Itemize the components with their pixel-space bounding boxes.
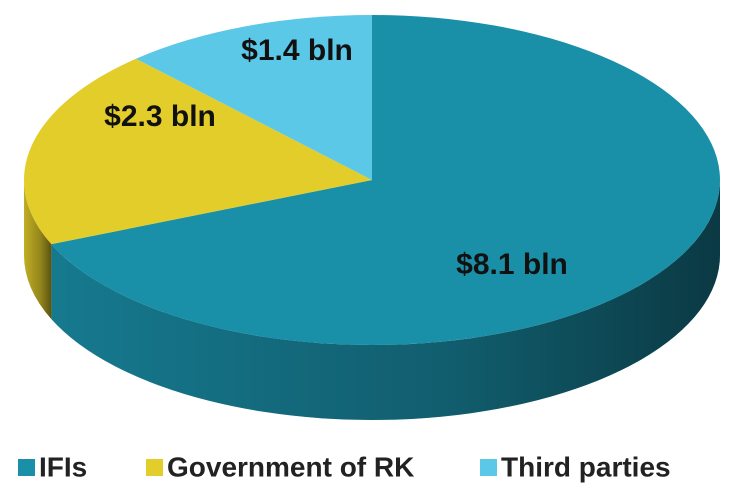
- legend-label: Government of RK: [167, 451, 414, 482]
- legend-label: Third parties: [501, 451, 671, 482]
- data-label: $2.3 bln: [104, 100, 216, 133]
- legend-swatch: [480, 459, 497, 476]
- data-label: $1.4 bln: [241, 34, 353, 67]
- pie-sides: [24, 180, 721, 420]
- data-label: $8.1 bln: [456, 248, 568, 281]
- pie-slice: [135, 15, 372, 180]
- legend-swatch: [18, 459, 35, 476]
- data-labels: $8.1 bln $2.3 bln $1.4 bln: [104, 34, 568, 281]
- legend: IFIs Government of RK Third parties: [18, 451, 671, 482]
- pie-slice: [51, 15, 721, 345]
- legend-label: IFIs: [39, 451, 87, 482]
- pie-side-shade: [24, 180, 52, 320]
- pie-side-shade: [51, 180, 721, 420]
- legend-swatch: [146, 459, 163, 476]
- pie-slice: [23, 58, 372, 245]
- pie-tops: [23, 15, 721, 345]
